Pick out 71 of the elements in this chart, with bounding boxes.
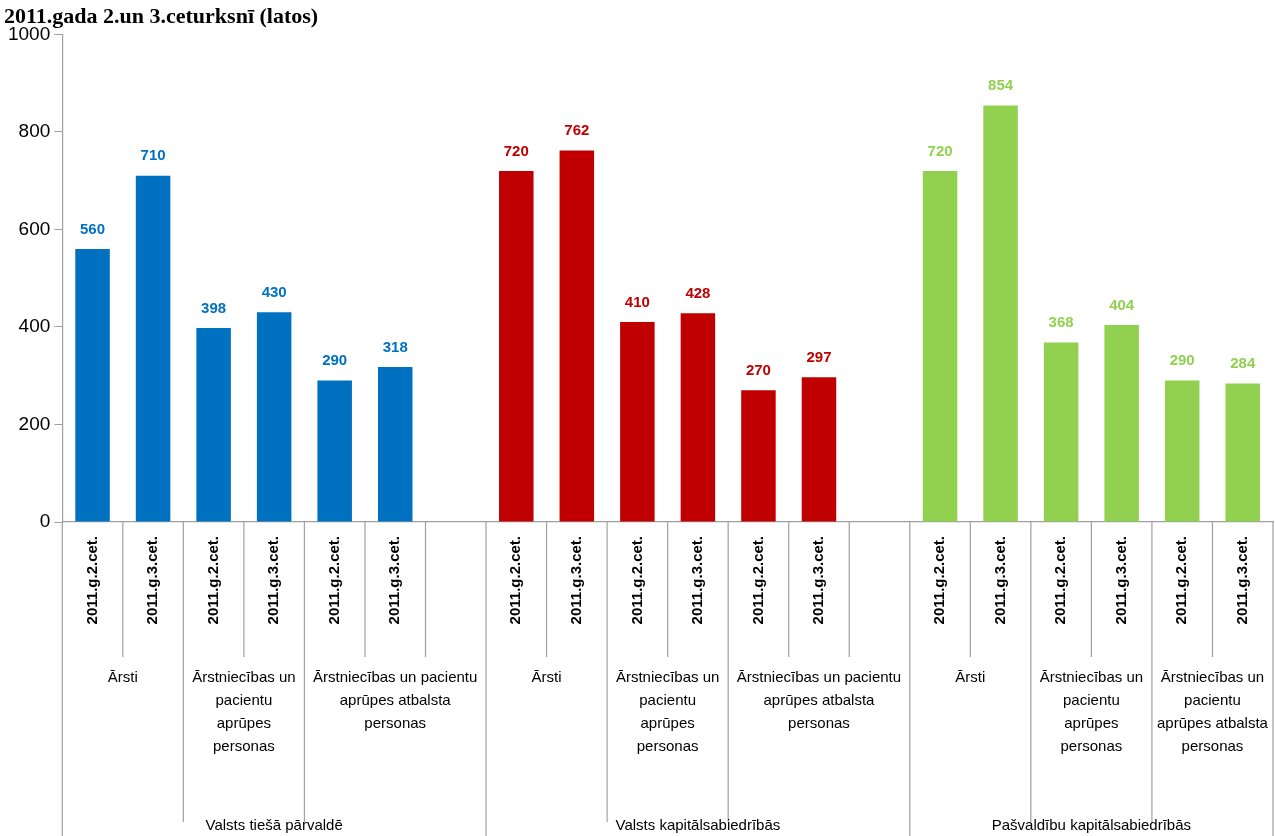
bar (559, 150, 595, 522)
data-label: 710 (140, 146, 166, 164)
y-tick-label: 200 (18, 412, 51, 434)
text: Ārstniecības un pacientu aprūpes personas (1039, 667, 1144, 754)
data-label: 284 (1230, 354, 1256, 372)
text: Valsts kapitālsabiedrībās (615, 815, 781, 833)
data-label: 297 (806, 347, 832, 365)
x-tick-label: 2011.g.3.cet. (809, 536, 827, 625)
bar (922, 170, 958, 522)
x-tick-label: 2011.g.2.cet. (748, 536, 766, 625)
data-label: 368 (1048, 313, 1074, 331)
x-tick-label: 2011.g.2.cet. (203, 536, 221, 625)
x-tick-label: 2011.g.2.cet. (324, 536, 342, 625)
text: Ārsti (955, 667, 986, 685)
bar (680, 313, 716, 522)
y-tick-label: 600 (18, 217, 51, 239)
data-label: 428 (685, 283, 711, 301)
data-label: 430 (261, 282, 287, 300)
text: Ārsti (531, 667, 562, 685)
data-label: 398 (201, 298, 227, 316)
bar (983, 105, 1018, 522)
bar (1104, 325, 1139, 522)
text: Ārstniecības un pacientu aprūpes atbalsta personas (313, 667, 478, 731)
x-tick-label: 2011.g.3.cet. (385, 536, 403, 625)
bar (75, 248, 110, 522)
data-label: 560 (80, 219, 106, 237)
x-tick-label: 2011.g.2.cet. (1051, 536, 1069, 625)
data-label: 404 (1109, 295, 1135, 313)
bar (256, 312, 292, 522)
text: Pašvaldību kapitālsabiedrībās (991, 815, 1192, 833)
text: Valsts tiešā pārvaldē (205, 815, 343, 833)
text: Ārstniecības un pacientu aprūpes personas (192, 667, 296, 754)
text: Ārstniecības un pacientu aprūpes personas (615, 667, 720, 754)
x-tick-label: 2011.g.2.cet. (82, 536, 100, 625)
data-label: 318 (382, 337, 408, 355)
x-tick-label: 2011.g.3.cet. (566, 536, 584, 625)
bar (377, 366, 413, 522)
y-tick-label: 400 (18, 315, 51, 337)
data-label: 290 (1169, 351, 1195, 369)
x-tick-label: 2011.g.2.cet. (930, 536, 948, 625)
data-label: 720 (927, 141, 953, 159)
text: Ārsti (107, 667, 138, 685)
bar (1164, 380, 1200, 522)
bar (1043, 342, 1079, 522)
text: Ārstniecības un pacientu aprūpes atbalsta personas (736, 667, 902, 731)
x-tick-label: 2011.g.3.cet. (688, 536, 706, 625)
y-tick-label: 0 (39, 510, 51, 532)
data-label: 290 (322, 351, 348, 369)
x-tick-label: 2011.g.3.cet. (143, 536, 161, 625)
data-label: 762 (564, 121, 590, 139)
x-tick-label: 2011.g.2.cet. (506, 536, 524, 625)
bar (741, 390, 776, 522)
bar (317, 380, 352, 522)
x-tick-label: 2011.g.3.cet. (1232, 536, 1250, 625)
y-tick-label: 800 (18, 120, 51, 142)
data-label: 854 (988, 76, 1014, 94)
data-label: 410 (624, 292, 650, 310)
x-tick-label: 2011.g.2.cet. (1172, 536, 1190, 625)
bar (135, 175, 171, 522)
x-tick-label: 2011.g.3.cet. (264, 536, 282, 625)
data-label: 270 (745, 360, 771, 378)
bar (801, 377, 837, 522)
bar (1225, 383, 1260, 522)
data-label: 720 (503, 141, 529, 159)
bar (620, 322, 655, 522)
x-tick-label: 2011.g.2.cet. (627, 536, 645, 625)
bar (499, 170, 534, 522)
bar (196, 327, 231, 522)
text: Ārstniecības un pacientu aprūpes atbalsta personas (1157, 667, 1269, 754)
x-tick-label: 2011.g.3.cet. (990, 536, 1008, 625)
x-tick-label: 2011.g.3.cet. (1111, 536, 1129, 625)
